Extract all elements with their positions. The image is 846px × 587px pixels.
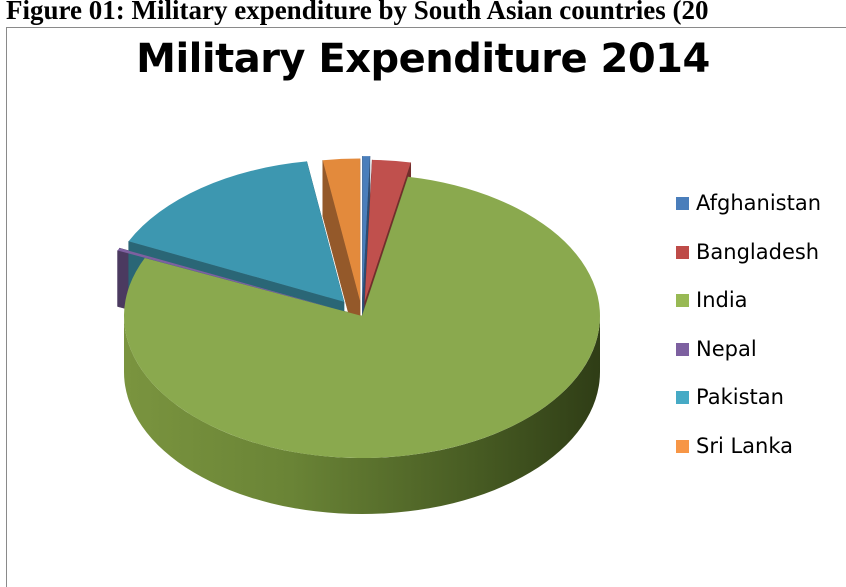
pie-slice-india (123, 176, 600, 459)
chart-frame (6, 27, 846, 587)
legend-swatch-pakistan (676, 391, 689, 404)
legend-label-bangladesh: Bangladesh (696, 239, 820, 264)
pie-slice-india-rim (124, 316, 600, 514)
pie-chart (117, 156, 600, 514)
legend-label-nepal: Nepal (696, 336, 757, 361)
legend-swatch-india (676, 294, 689, 307)
figure-caption: Figure 01: Military expenditure by South… (6, 0, 709, 25)
pie-slice-nepal (117, 248, 335, 309)
pie-slice-afghanistan (362, 156, 370, 299)
legend-item-pakistan: Pakistan (676, 382, 821, 431)
pie-slice-sri-lanka (322, 158, 360, 301)
legend-label-pakistan: Pakistan (696, 385, 784, 409)
chart-title: Military Expenditure 2014 (136, 36, 710, 82)
legend-item-bangladesh: Bangladesh (676, 237, 821, 286)
legend-label-afghanistan: Afghanistan (696, 191, 822, 215)
legend-label-india: India (696, 288, 748, 312)
legend-item-sri-lanka: Sri Lanka (676, 431, 821, 480)
legend-item-afghanistan: Afghanistan (676, 188, 821, 237)
legend-swatch-bangladesh (676, 245, 689, 259)
legend-swatch-sri-lanka (676, 439, 689, 453)
pie-slice-pakistan (128, 161, 344, 302)
legend-label-sri-lanka: Sri Lanka (696, 433, 794, 458)
chart-legend: Afghanistan Bangladesh India Nepal Pakistan S… (676, 188, 821, 479)
legend-swatch-afghanistan (676, 197, 689, 210)
pie-slice-bangladesh (364, 159, 411, 302)
legend-item-india: India (676, 285, 821, 334)
legend-swatch-nepal (676, 342, 689, 356)
legend-item-nepal: Nepal (676, 334, 821, 383)
